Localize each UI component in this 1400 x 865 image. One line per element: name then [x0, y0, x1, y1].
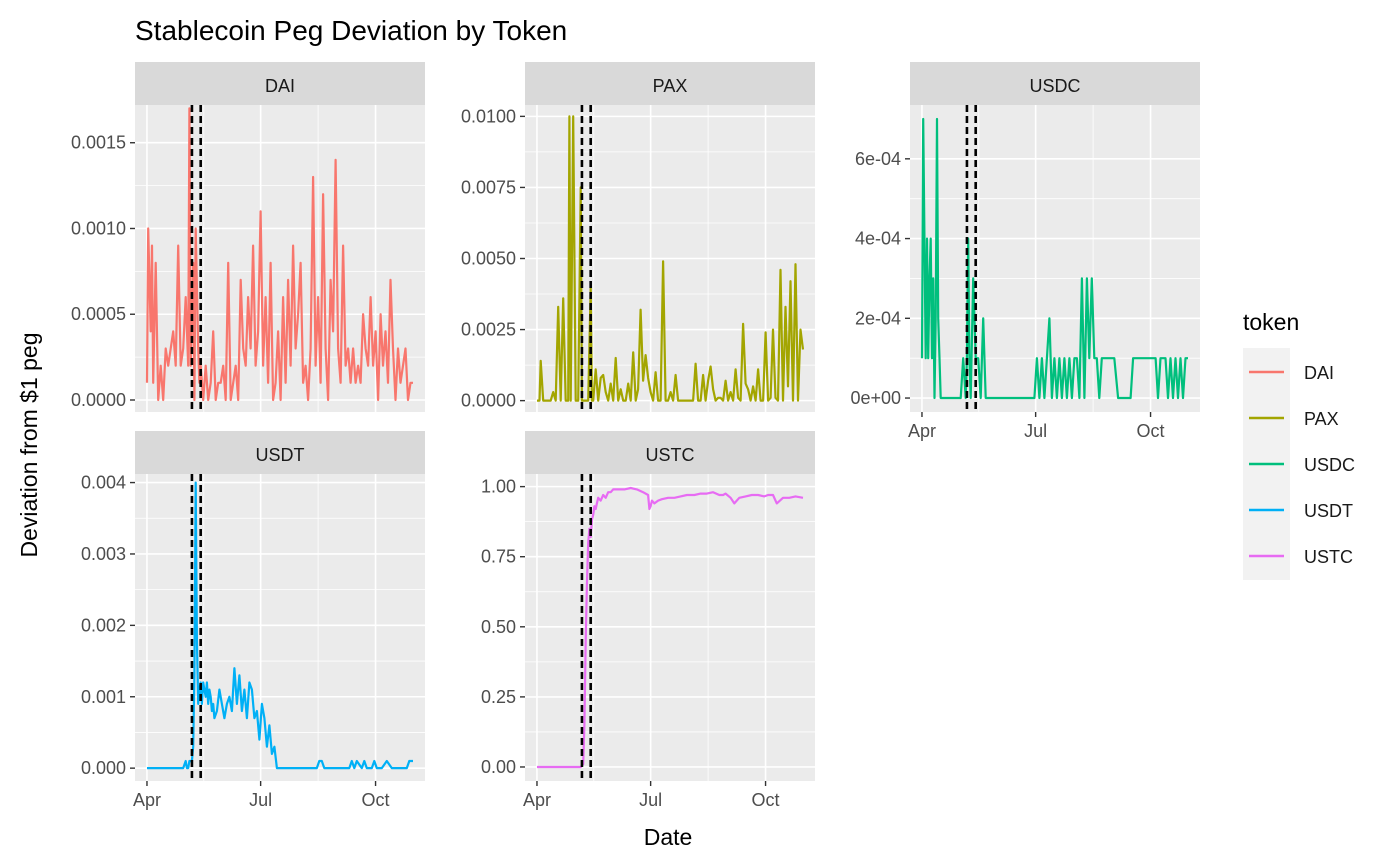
x-axis-title: Date	[644, 824, 693, 850]
series-line-usdt	[147, 481, 413, 770]
y-tick-label: 4e-04	[855, 229, 901, 249]
legend-label-ustc: USTC	[1304, 547, 1353, 567]
facet-strip	[525, 62, 815, 105]
x-tick-label: Apr	[908, 421, 936, 441]
facet-strip	[910, 62, 1200, 105]
facet-panel-dai: DAI 0.0000 0.0005 0.0010 0.0015	[71, 62, 425, 412]
series-line-pax	[537, 115, 805, 402]
facet-panel-usdt: USDT 0.000 0.001 0.002 0.003 0.004 Apr Jul Oct	[81, 431, 425, 810]
facet-panel-ustc: USTC 0.00 0.25 0.50 0.75 1.00 Apr Jul Oct	[481, 431, 815, 810]
facet-strip-label: DAI	[265, 76, 295, 96]
legend-keys: DAI PAX USDC USDT USTC	[1243, 348, 1355, 580]
y-tick-label: 0.0050	[461, 249, 516, 269]
y-tick-label: 0.00	[481, 757, 516, 777]
y-tick-label: 0.0010	[71, 218, 126, 238]
legend-label-usdc: USDC	[1304, 455, 1355, 475]
series-line-usdc	[920, 117, 1188, 400]
y-tick-label: 6e-04	[855, 149, 901, 169]
facet-panel-usdc: USDC 0e+00 2e-04 4e-04 6e-04 Apr Jul Oct	[850, 62, 1200, 441]
legend-label-dai: DAI	[1304, 363, 1334, 383]
y-tick-label: 0.0075	[461, 177, 516, 197]
facet-strip-label: PAX	[653, 76, 688, 96]
y-tick-label: 0.003	[81, 544, 126, 564]
facet-panel-pax: PAX 0.0000 0.0025 0.0050 0.0075 0.0100	[461, 62, 815, 412]
y-tick-label: 0.0100	[461, 106, 516, 126]
facet-strip-label: USDT	[256, 445, 305, 465]
series-line-ustc	[537, 486, 804, 769]
y-tick-label: 0.75	[481, 547, 516, 567]
facet-strip	[135, 431, 425, 474]
y-tick-label: 0.0005	[71, 304, 126, 324]
y-tick-label: 0.004	[81, 473, 126, 493]
x-tick-label: Apr	[523, 790, 551, 810]
x-tick-label: Oct	[752, 790, 780, 810]
y-tick-label: 2e-04	[855, 308, 901, 328]
facet-strip	[135, 62, 425, 105]
y-tick-label: 0.001	[81, 687, 126, 707]
legend-title: token	[1243, 309, 1299, 335]
x-tick-label: Oct	[362, 790, 390, 810]
x-tick-label: Jul	[249, 790, 272, 810]
y-tick-label: 0.0025	[461, 320, 516, 340]
legend-label-usdt: USDT	[1304, 501, 1353, 521]
y-tick-label: 0.002	[81, 615, 126, 635]
x-tick-label: Jul	[639, 790, 662, 810]
legend: token DAI PAX USDC USDT USTC	[1243, 309, 1355, 580]
facet-strip	[525, 431, 815, 474]
y-tick-label: 0.0000	[71, 390, 126, 410]
x-tick-label: Oct	[1137, 421, 1165, 441]
legend-label-pax: PAX	[1304, 409, 1339, 429]
series-line-dai	[145, 107, 413, 402]
facet-panels: DAI 0.0000 0.0005 0.0010 0.0015 PAX 0.0000 0.00…	[71, 62, 1200, 810]
panel-background	[135, 474, 425, 781]
facet-strip-label: USDC	[1029, 76, 1080, 96]
x-tick-label: Apr	[133, 790, 161, 810]
y-tick-label: 0.50	[481, 617, 516, 637]
y-tick-label: 0.25	[481, 687, 516, 707]
x-tick-label: Jul	[1024, 421, 1047, 441]
chart-title: Stablecoin Peg Deviation by Token	[135, 15, 567, 46]
y-tick-label: 1.00	[481, 477, 516, 497]
y-tick-label: 0.0015	[71, 133, 126, 153]
facet-strip-label: USTC	[646, 445, 695, 465]
y-axis-title: Deviation from $1 peg	[16, 332, 42, 557]
y-tick-label: 0.000	[81, 758, 126, 778]
y-tick-label: 0e+00	[850, 388, 901, 408]
y-tick-label: 0.0000	[461, 391, 516, 411]
